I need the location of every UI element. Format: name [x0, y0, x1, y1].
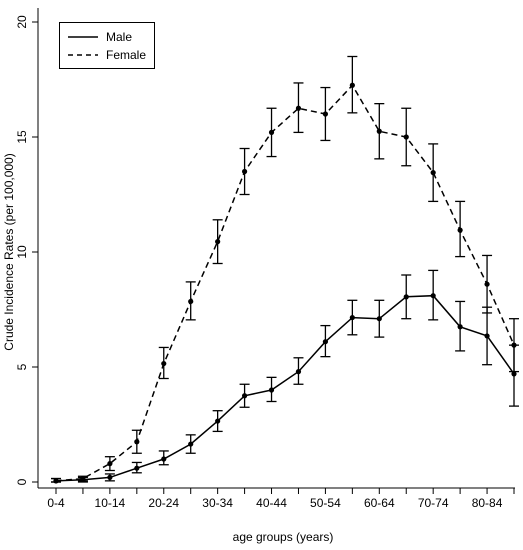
x-axis-title: age groups (years) [233, 530, 334, 544]
y-tick-label: 5 [15, 363, 29, 370]
data-point [457, 324, 463, 330]
data-point [322, 339, 329, 345]
data-point [484, 281, 490, 287]
y-tick-label: 0 [15, 478, 29, 485]
y-tick-label: 20 [15, 15, 29, 29]
legend: Male Female [59, 22, 155, 69]
data-point [215, 239, 221, 245]
y-axis: 0 5 10 15 20 [15, 15, 38, 485]
series-male [51, 269, 519, 484]
x-tick-label: 60-64 [364, 496, 395, 510]
plot-frame [37, 8, 515, 489]
data-point [241, 168, 248, 175]
legend-female-label: Female [106, 48, 146, 62]
data-point [268, 387, 275, 393]
series-female [51, 55, 519, 484]
data-point [403, 134, 409, 140]
data-point [161, 360, 167, 367]
x-axis: 0-4 10-14 20-24 30-34 40-44 50-54 60-64 70-74 80… [47, 488, 515, 510]
x-tick-label: 80-84 [472, 496, 503, 510]
data-point [80, 475, 86, 482]
series-line-male [55, 294, 515, 482]
data-point [215, 418, 221, 424]
data-point [107, 474, 113, 480]
data-point [430, 170, 436, 176]
data-point [241, 393, 248, 399]
x-tick-label: 30-34 [202, 496, 233, 510]
data-point [188, 441, 194, 447]
data-point [511, 371, 517, 377]
x-tick-label: 10-14 [95, 496, 126, 510]
data-point [295, 369, 302, 375]
data-point [188, 298, 194, 305]
data-point [511, 342, 517, 348]
y-axis-title: Crude Incidence Rates (per 100,000) [2, 153, 16, 350]
data-point [107, 461, 113, 467]
series-layer [51, 55, 519, 484]
x-tick-label: 40-44 [256, 496, 287, 510]
data-point [295, 105, 302, 111]
y-tick-label: 10 [15, 245, 29, 259]
x-tick-label: 0-4 [47, 496, 65, 510]
data-point [161, 456, 167, 462]
data-point [484, 333, 490, 339]
data-point [268, 129, 275, 135]
data-point [134, 439, 140, 445]
data-point [376, 316, 382, 322]
data-point [376, 128, 382, 134]
data-point [134, 465, 140, 471]
x-tick-label: 50-54 [310, 496, 341, 510]
legend-male-label: Male [106, 30, 132, 44]
legend-box [59, 22, 155, 69]
data-point [403, 294, 409, 300]
series-line-female [55, 84, 515, 482]
data-point [322, 111, 329, 117]
data-point [349, 314, 355, 321]
data-point [457, 227, 463, 233]
y-tick-label: 15 [15, 130, 29, 144]
x-tick-label: 20-24 [148, 496, 179, 510]
x-tick-label: 70-74 [418, 496, 449, 510]
data-point [53, 478, 59, 484]
data-point [430, 293, 436, 299]
data-point [349, 82, 355, 88]
